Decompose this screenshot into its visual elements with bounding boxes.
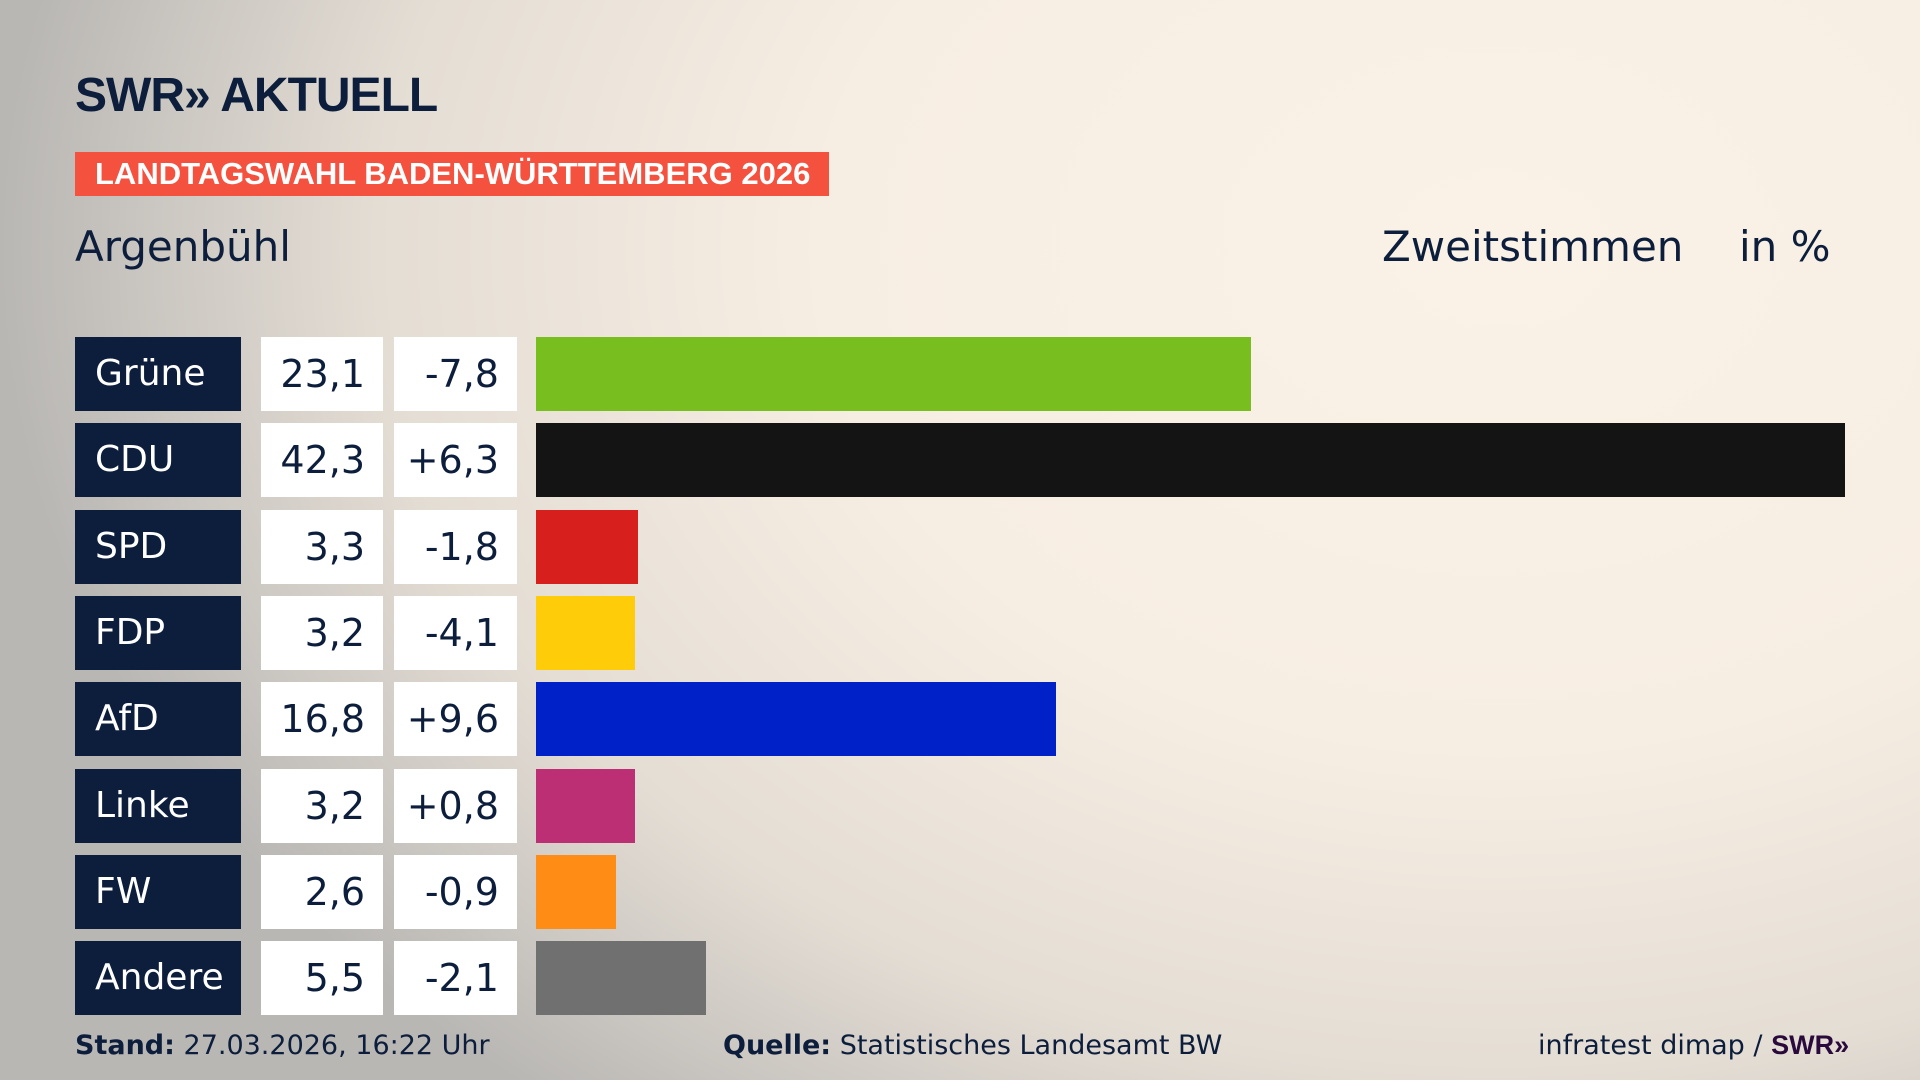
change-label: +6,3	[394, 423, 517, 498]
timestamp: Stand: 27.03.2026, 16:22 Uhr	[75, 1030, 490, 1061]
change-label: -1,8	[394, 509, 517, 584]
bar	[536, 854, 617, 929]
party-label: AfD	[75, 682, 241, 757]
party-label: Linke	[75, 768, 241, 843]
value-label: 3,3	[261, 509, 383, 584]
bar	[536, 337, 1251, 411]
stand-value: 27.03.2026, 16:22 Uhr	[183, 1030, 490, 1061]
source-value: Statistisches Landesamt BW	[839, 1030, 1223, 1061]
election-banner: LANDTAGSWAHL BADEN-WÜRTTEMBERG 2026	[75, 152, 829, 196]
party-label: Grüne	[75, 337, 241, 411]
party-label: Andere	[75, 941, 241, 1016]
change-label: +0,8	[394, 768, 517, 843]
stand-label: Stand:	[75, 1030, 175, 1061]
credit: infratest dimap / SWR»	[1538, 1030, 1849, 1061]
bar	[536, 423, 1845, 498]
source-label: Quelle:	[723, 1030, 832, 1061]
party-label: FW	[75, 854, 241, 929]
change-label: +9,6	[394, 682, 517, 757]
value-label: 16,8	[261, 682, 383, 757]
chart-row: FW 2,6 -0,9	[75, 854, 1875, 929]
swr-aktuell-logo: SWR» AKTUELL	[75, 69, 438, 122]
party-label: FDP	[75, 595, 241, 670]
value-label: 23,1	[261, 337, 383, 411]
chart-row: CDU 42,3 +6,3	[75, 423, 1875, 498]
chart-row: Andere 5,5 -2,1	[75, 941, 1875, 1016]
change-label: -7,8	[394, 337, 517, 411]
bar	[536, 768, 636, 843]
change-label: -2,1	[394, 941, 517, 1016]
chart-row: FDP 3,2 -4,1	[75, 595, 1875, 670]
value-label: 3,2	[261, 595, 383, 670]
value-label: 5,5	[261, 941, 383, 1016]
chart-row: AfD 16,8 +9,6	[75, 682, 1875, 757]
change-label: -0,9	[394, 854, 517, 929]
party-label: CDU	[75, 423, 241, 498]
measure-label: Zweitstimmen	[1382, 222, 1684, 271]
party-label: SPD	[75, 509, 241, 584]
chart-row: SPD 3,3 -1,8	[75, 509, 1875, 584]
swr-logo: SWR»	[1771, 1030, 1850, 1060]
bar	[536, 682, 1056, 757]
bar	[536, 941, 707, 1016]
unit-label: in %	[1739, 222, 1831, 271]
bar	[536, 509, 639, 584]
chart-row: Grüne 23,1 -7,8	[75, 337, 1875, 411]
change-label: -4,1	[394, 595, 517, 670]
value-label: 42,3	[261, 423, 383, 498]
source: Quelle: Statistisches Landesamt BW	[723, 1030, 1222, 1061]
region-title: Argenbühl	[75, 222, 291, 271]
value-label: 3,2	[261, 768, 383, 843]
chart-row: Linke 3,2 +0,8	[75, 768, 1875, 843]
credit-text: infratest dimap /	[1538, 1030, 1772, 1061]
bar	[536, 595, 636, 670]
value-label: 2,6	[261, 854, 383, 929]
